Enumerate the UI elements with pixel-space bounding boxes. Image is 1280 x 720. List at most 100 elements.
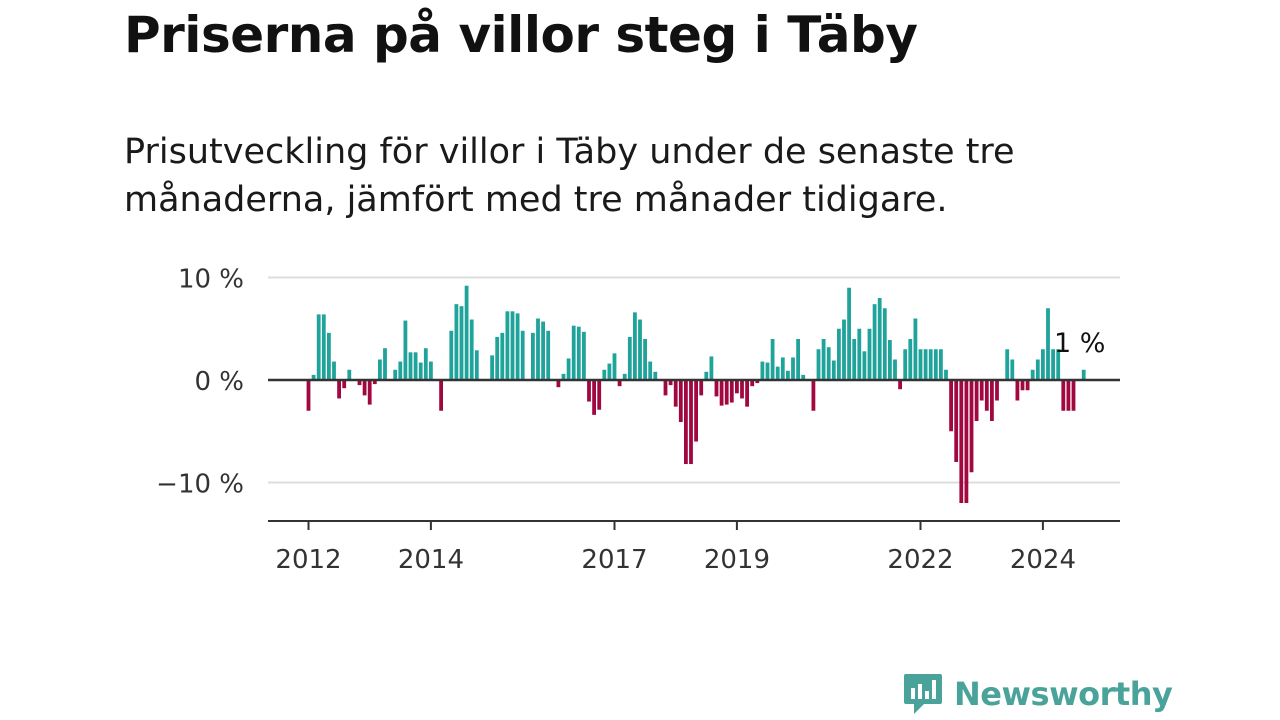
bar [714, 380, 719, 397]
bar [612, 353, 617, 380]
bar [566, 358, 571, 380]
bar [1051, 349, 1055, 380]
bar [979, 380, 984, 401]
bar [944, 369, 948, 380]
bar [474, 350, 479, 380]
bar [699, 380, 704, 396]
bar [500, 332, 505, 380]
bar [1056, 349, 1061, 380]
bar [709, 356, 714, 380]
bar [984, 380, 989, 411]
bar [735, 380, 739, 394]
chart-title: Priserna på villor steg i Täby [124, 6, 918, 64]
bar [862, 351, 867, 380]
bar [531, 332, 535, 380]
bar [429, 361, 433, 380]
bar [561, 373, 566, 380]
bar [393, 369, 398, 380]
bar [454, 304, 459, 380]
axes [268, 378, 1120, 530]
bar [877, 298, 882, 380]
bar [724, 380, 729, 405]
x-tick-label: 2012 [275, 545, 341, 575]
bar [1061, 380, 1066, 411]
bar [316, 314, 321, 380]
tick-labels: 10 % 0 % −10 % 2012 2014 2017 2019 2022 2024 1 % [156, 265, 1105, 576]
bar [898, 380, 902, 390]
bar [974, 380, 979, 421]
bar [311, 374, 316, 380]
bar [842, 319, 846, 380]
bar [908, 339, 913, 380]
bar-chart: 10 % 0 % −10 % 2012 2014 2017 2019 2022 2024 1 % [156, 265, 1120, 576]
bar [378, 359, 382, 380]
bar [627, 336, 632, 380]
bar [633, 312, 637, 380]
y-tick-label: 0 % [194, 367, 244, 397]
bar [1081, 369, 1086, 380]
bar [903, 349, 908, 380]
bar [684, 380, 688, 465]
bar [337, 380, 341, 399]
bar [893, 359, 897, 380]
bar [847, 287, 851, 380]
bar [536, 318, 540, 380]
bar [1041, 349, 1045, 380]
bar [602, 369, 607, 380]
bar [403, 320, 408, 380]
bar [490, 355, 494, 380]
bar [933, 349, 938, 380]
bar [913, 318, 918, 380]
bar [1046, 308, 1050, 380]
bar [505, 311, 510, 380]
bar [587, 380, 591, 402]
bar [622, 373, 627, 380]
bar [332, 361, 336, 380]
bar [556, 380, 561, 388]
bar [541, 321, 545, 380]
bar [607, 363, 612, 380]
bar [888, 340, 892, 380]
bar [852, 339, 857, 380]
bar [582, 331, 586, 380]
bar [704, 371, 709, 380]
bar [643, 339, 647, 380]
bar [597, 380, 602, 410]
bar [648, 361, 653, 380]
bar [811, 380, 816, 411]
bar [928, 349, 933, 380]
bar [571, 325, 576, 380]
bar [786, 370, 790, 380]
bar [826, 347, 831, 380]
bar [423, 348, 428, 380]
bar [831, 360, 836, 380]
bar [1030, 369, 1035, 380]
bar [694, 380, 698, 442]
bar [816, 349, 821, 380]
bar [775, 366, 780, 380]
bar [592, 380, 596, 415]
bar [796, 339, 800, 380]
bar [663, 380, 668, 396]
bar [765, 362, 770, 380]
bar [882, 308, 887, 380]
bar [653, 371, 658, 380]
bar [837, 328, 841, 380]
x-tick-label: 2024 [1010, 545, 1076, 575]
bar [990, 380, 994, 421]
bar [949, 380, 953, 432]
bar [801, 374, 806, 380]
bar [867, 328, 872, 380]
bar [745, 380, 749, 407]
bar [770, 339, 775, 380]
bar [520, 330, 525, 380]
bar [918, 349, 923, 380]
bar [362, 380, 367, 396]
bar [408, 352, 413, 380]
bar [755, 380, 760, 384]
bar [857, 328, 862, 380]
bar [617, 380, 622, 387]
brand-name: Newsworthy [954, 675, 1173, 713]
bars [306, 285, 1086, 503]
bar [995, 380, 999, 401]
